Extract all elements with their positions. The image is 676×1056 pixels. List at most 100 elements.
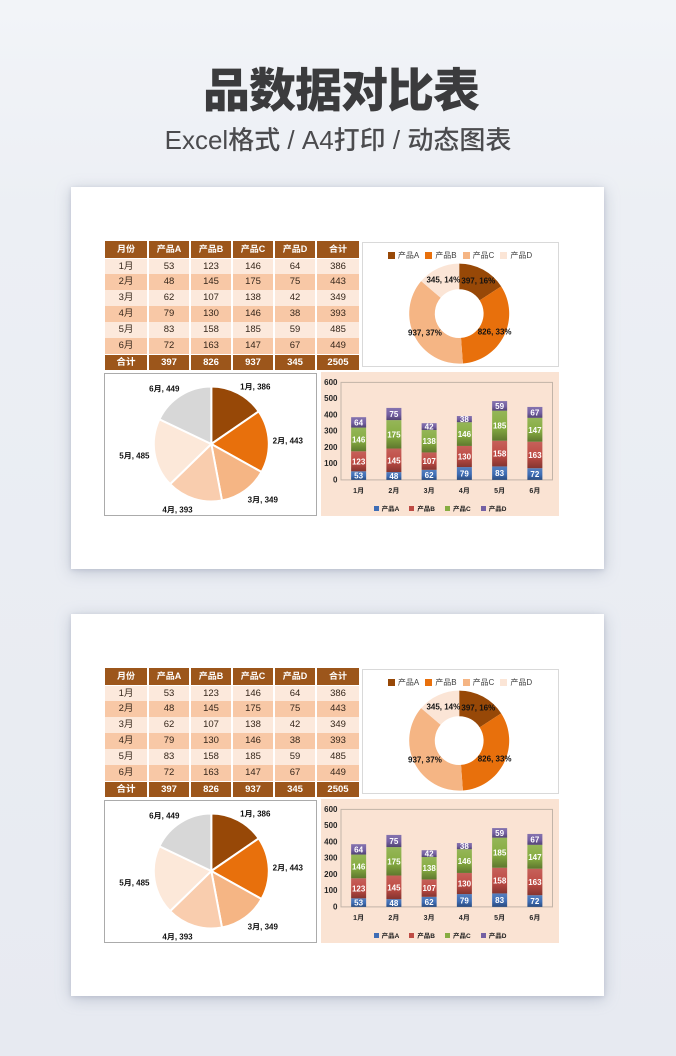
- legend-item: 产品A: [373, 930, 400, 940]
- table-cell: 185: [231, 749, 275, 765]
- bar-segment: [527, 894, 543, 907]
- table-cell: 175: [231, 274, 275, 290]
- bar-data-label: 67: [530, 835, 539, 844]
- y-axis-tick-label: 500: [324, 821, 338, 830]
- bar-data-label: 146: [352, 435, 366, 444]
- y-axis-tick-label: 400: [324, 837, 338, 846]
- donut-segment: [458, 690, 501, 728]
- table-cell: 138: [231, 290, 275, 306]
- table-cell: 175: [231, 701, 275, 717]
- x-axis-tick-label: 1月: [353, 913, 364, 921]
- legend-item: 产品B: [409, 503, 435, 513]
- legend-item: 产品C: [445, 930, 471, 940]
- donut-segment: [458, 263, 501, 301]
- bar-data-label: 147: [528, 425, 542, 434]
- column-header: 合计: [315, 668, 361, 686]
- x-axis-tick-label: 2月: [388, 486, 399, 494]
- bar-segment: [492, 892, 508, 907]
- table-cell: 72: [147, 765, 191, 781]
- legend-swatch-icon: [500, 252, 508, 260]
- table-header-row: 月份 产品A 产品B 产品C 产品D 合计: [103, 241, 361, 259]
- bar-data-label: 64: [354, 845, 363, 854]
- pie-data-label: 2月, 443: [272, 436, 303, 446]
- legend-label: 产品D: [510, 678, 533, 688]
- pie-data-label: 3月, 349: [247, 495, 278, 505]
- legend-label: 产品A: [381, 933, 400, 940]
- bar-data-label: 53: [354, 471, 363, 480]
- bar-data-label: 107: [422, 457, 436, 466]
- table-cell: 386: [315, 685, 361, 701]
- bar-data-label: 158: [493, 876, 507, 885]
- table-cell: 349: [315, 290, 361, 306]
- table-cell: 393: [315, 733, 361, 749]
- pie-slice: [152, 418, 212, 486]
- pie-data-label: 2月, 443: [272, 863, 303, 873]
- table-cell: 147: [231, 338, 275, 354]
- y-axis-tick-label: 600: [324, 377, 338, 386]
- column-header: 产品C: [231, 241, 275, 259]
- legend-item: 产品B: [425, 250, 457, 261]
- table-cell: 79: [147, 733, 191, 749]
- table-cell: 145: [189, 701, 233, 717]
- legend-swatch-icon: [373, 932, 379, 938]
- bar-segment: [351, 450, 367, 471]
- legend-item: 产品B: [425, 677, 457, 688]
- table-row: 2月 48 145 175 75 443: [103, 274, 361, 290]
- table-cell: 130: [189, 733, 233, 749]
- bar-segment: [351, 877, 367, 898]
- table-cell: 62: [147, 290, 191, 306]
- y-axis-tick-label: 600: [324, 804, 338, 813]
- bar-segment: [527, 844, 543, 869]
- bar-data-label: 163: [528, 877, 542, 886]
- table-cell: 64: [273, 258, 317, 274]
- column-header: 月份: [103, 668, 149, 686]
- table-row: 5月 83 158 185 59 485: [103, 749, 361, 765]
- table-cell: 1月: [103, 258, 149, 274]
- bar-data-label: 59: [495, 401, 504, 410]
- legend-label: 产品A: [381, 506, 400, 513]
- bar-segment: [386, 419, 402, 449]
- legend-item: 产品B: [409, 930, 435, 940]
- table-cell: 4月: [103, 733, 149, 749]
- pie-data-label: 6月, 449: [149, 384, 180, 394]
- pie-slice: [168, 443, 223, 503]
- legend-swatch-icon: [480, 932, 486, 938]
- bar-data-label: 145: [387, 456, 401, 465]
- x-axis-tick-label: 1月: [353, 486, 364, 494]
- legend-swatch-icon: [500, 679, 508, 687]
- table-cell: 53: [147, 685, 191, 701]
- table-cell: 6月: [103, 765, 149, 781]
- bar-data-label: 130: [458, 879, 472, 888]
- bar-data-label: 163: [528, 450, 542, 459]
- table-cell: 79: [147, 306, 191, 322]
- legend-swatch-icon: [409, 505, 415, 511]
- legend-label: 产品D: [488, 506, 507, 513]
- pie-slice: [209, 385, 260, 445]
- table-total-cell: 826: [189, 353, 233, 370]
- table-row: 6月 72 163 147 67 449: [103, 338, 361, 354]
- column-header: 产品D: [273, 241, 317, 259]
- table-cell: 146: [231, 733, 275, 749]
- donut-data-label: 937, 37%: [408, 328, 442, 338]
- bar-data-label: 145: [387, 883, 401, 892]
- month-pie-chart: 1月, 386 2月, 443 3月, 349 4月, 393 5月, 485 6月, 4…: [103, 373, 317, 516]
- bar-segment: [456, 842, 472, 849]
- legend-swatch-icon: [462, 252, 470, 260]
- plot-area-border: [340, 381, 553, 480]
- table-total-cell: 937: [231, 780, 275, 797]
- bar-data-label: 38: [460, 415, 469, 424]
- legend-item: 产品C: [445, 503, 471, 513]
- bar-data-label: 62: [425, 897, 434, 906]
- product-data-table: 月份 产品A 产品B 产品C 产品D 合计 1月 53 123 146 64 386 2月 48 145 1…: [103, 668, 361, 797]
- legend-swatch-icon: [480, 505, 486, 511]
- table-cell: 449: [315, 338, 361, 354]
- donut-plot: [408, 263, 509, 364]
- bar-data-label: 83: [495, 896, 504, 905]
- x-axis-tick-label: 4月: [459, 913, 470, 921]
- legend-item: 产品D: [500, 677, 532, 688]
- legend-swatch-icon: [387, 252, 395, 260]
- worksheet-preview-card-1: 月份 产品A 产品B 产品C 产品D 合计 1月 53 123 146 64 386 2月 48 145 1…: [71, 187, 604, 569]
- bar-segment: [386, 448, 402, 472]
- table-cell: 146: [231, 306, 275, 322]
- bar-data-label: 48: [389, 472, 398, 481]
